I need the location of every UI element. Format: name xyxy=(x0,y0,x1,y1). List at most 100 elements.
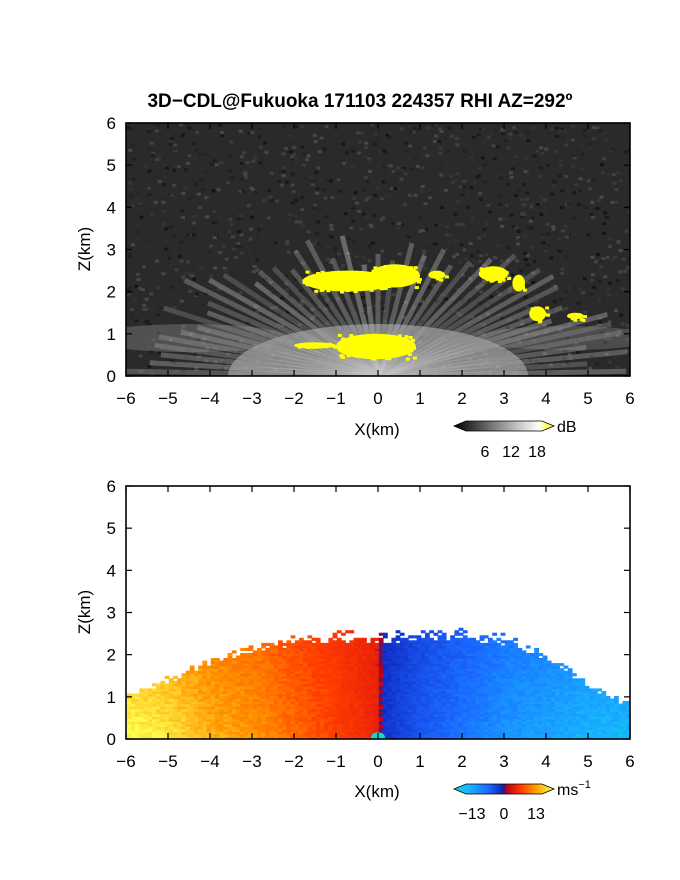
noise-cell xyxy=(265,335,270,339)
noise-cell xyxy=(385,164,390,168)
velocity-cell xyxy=(404,647,409,651)
velocity-cell xyxy=(353,678,359,682)
noise-cell xyxy=(341,263,346,267)
velocity-cell xyxy=(483,716,489,720)
velocity-cell xyxy=(299,647,304,651)
velocity-cell xyxy=(454,733,460,737)
noise-cell xyxy=(184,257,189,261)
high-reflectivity-cell xyxy=(530,307,535,311)
noise-cell xyxy=(220,134,225,138)
velocity-cell xyxy=(345,665,350,669)
velocity-cell xyxy=(391,678,397,682)
noise-cell xyxy=(186,350,191,354)
velocity-cell xyxy=(215,706,220,710)
velocity-cell xyxy=(324,706,329,710)
velocity-cell xyxy=(370,711,376,715)
noise-cell xyxy=(563,290,568,294)
velocity-cell xyxy=(500,731,506,735)
velocity-cell xyxy=(391,668,397,672)
velocity-cell xyxy=(383,655,388,659)
velocity-cell xyxy=(488,653,493,657)
velocity-cell xyxy=(223,701,229,705)
velocity-cell xyxy=(395,668,401,672)
velocity-cell xyxy=(294,642,300,646)
high-reflectivity-cell xyxy=(501,278,506,282)
velocity-cell xyxy=(429,642,434,646)
noise-cell xyxy=(356,131,361,135)
velocity-cell xyxy=(315,665,321,669)
velocity-cell xyxy=(349,731,355,735)
noise-cell xyxy=(574,290,578,294)
velocity-cell xyxy=(433,688,439,692)
velocity-cell xyxy=(366,713,371,717)
velocity-cell xyxy=(320,688,325,692)
velocity-cell xyxy=(412,685,418,689)
noise-cell xyxy=(587,142,592,146)
y-tick-label: 3 xyxy=(107,241,116,260)
y-tick-label: 5 xyxy=(107,156,116,175)
high-reflectivity-cell xyxy=(581,319,586,322)
velocity-cell xyxy=(307,658,313,662)
velocity-cell xyxy=(450,642,455,646)
noise-cell xyxy=(228,217,233,221)
velocity-cell xyxy=(156,706,161,710)
velocity-cell xyxy=(433,683,439,687)
velocity-cell xyxy=(215,668,220,672)
velocity-cell xyxy=(479,711,485,715)
velocity-cell xyxy=(265,673,271,677)
velocity-cell xyxy=(311,645,317,649)
noise-cell xyxy=(509,213,514,217)
velocity-cell xyxy=(219,663,224,667)
velocity-cell xyxy=(240,696,245,700)
velocity-cell xyxy=(303,640,308,644)
velocity-cell xyxy=(290,736,296,739)
velocity-cell xyxy=(349,640,355,644)
noise-cell xyxy=(420,320,425,323)
velocity-cell xyxy=(362,711,367,715)
velocity-cell xyxy=(370,650,376,654)
velocity-cell xyxy=(370,713,376,717)
velocity-cell xyxy=(223,693,229,697)
velocity-cell xyxy=(454,675,460,679)
high-reflectivity-cell xyxy=(361,335,366,339)
high-reflectivity-cell xyxy=(340,354,345,358)
noise-cell xyxy=(163,192,168,196)
velocity-cell xyxy=(383,678,388,682)
velocity-cell xyxy=(215,678,220,682)
velocity-cell xyxy=(332,635,338,639)
high-reflectivity-cell xyxy=(321,287,325,291)
velocity-cell xyxy=(420,718,426,722)
velocity-cell xyxy=(252,685,258,689)
velocity-cell xyxy=(248,665,254,669)
high-reflectivity-cell xyxy=(388,273,392,277)
velocity-cell xyxy=(441,718,447,722)
velocity-cell xyxy=(387,642,392,646)
velocity-cell xyxy=(345,675,350,679)
velocity-cell xyxy=(458,690,464,694)
noise-cell xyxy=(541,241,546,245)
velocity-cell xyxy=(278,703,283,707)
velocity-cell xyxy=(345,728,350,732)
velocity-cell xyxy=(223,696,229,700)
noise-cell xyxy=(402,203,407,206)
velocity-cell xyxy=(412,716,418,720)
velocity-cell xyxy=(362,650,367,654)
noise-cell xyxy=(229,222,234,226)
velocity-cell xyxy=(282,716,287,720)
noise-cell xyxy=(187,361,191,365)
velocity-cell xyxy=(231,685,237,689)
velocity-cell xyxy=(387,721,392,725)
velocity-cell xyxy=(370,690,376,694)
velocity-cell xyxy=(353,701,359,705)
velocity-cell xyxy=(336,685,342,689)
velocity-cell xyxy=(173,675,178,679)
noise-cell xyxy=(192,277,197,281)
velocity-cell xyxy=(240,675,245,679)
noise-cell xyxy=(501,345,506,349)
velocity-cell xyxy=(395,728,401,732)
noise-cell xyxy=(618,249,623,253)
velocity-cell xyxy=(429,630,434,634)
velocity-cell xyxy=(324,655,329,659)
noise-cell xyxy=(598,129,602,133)
